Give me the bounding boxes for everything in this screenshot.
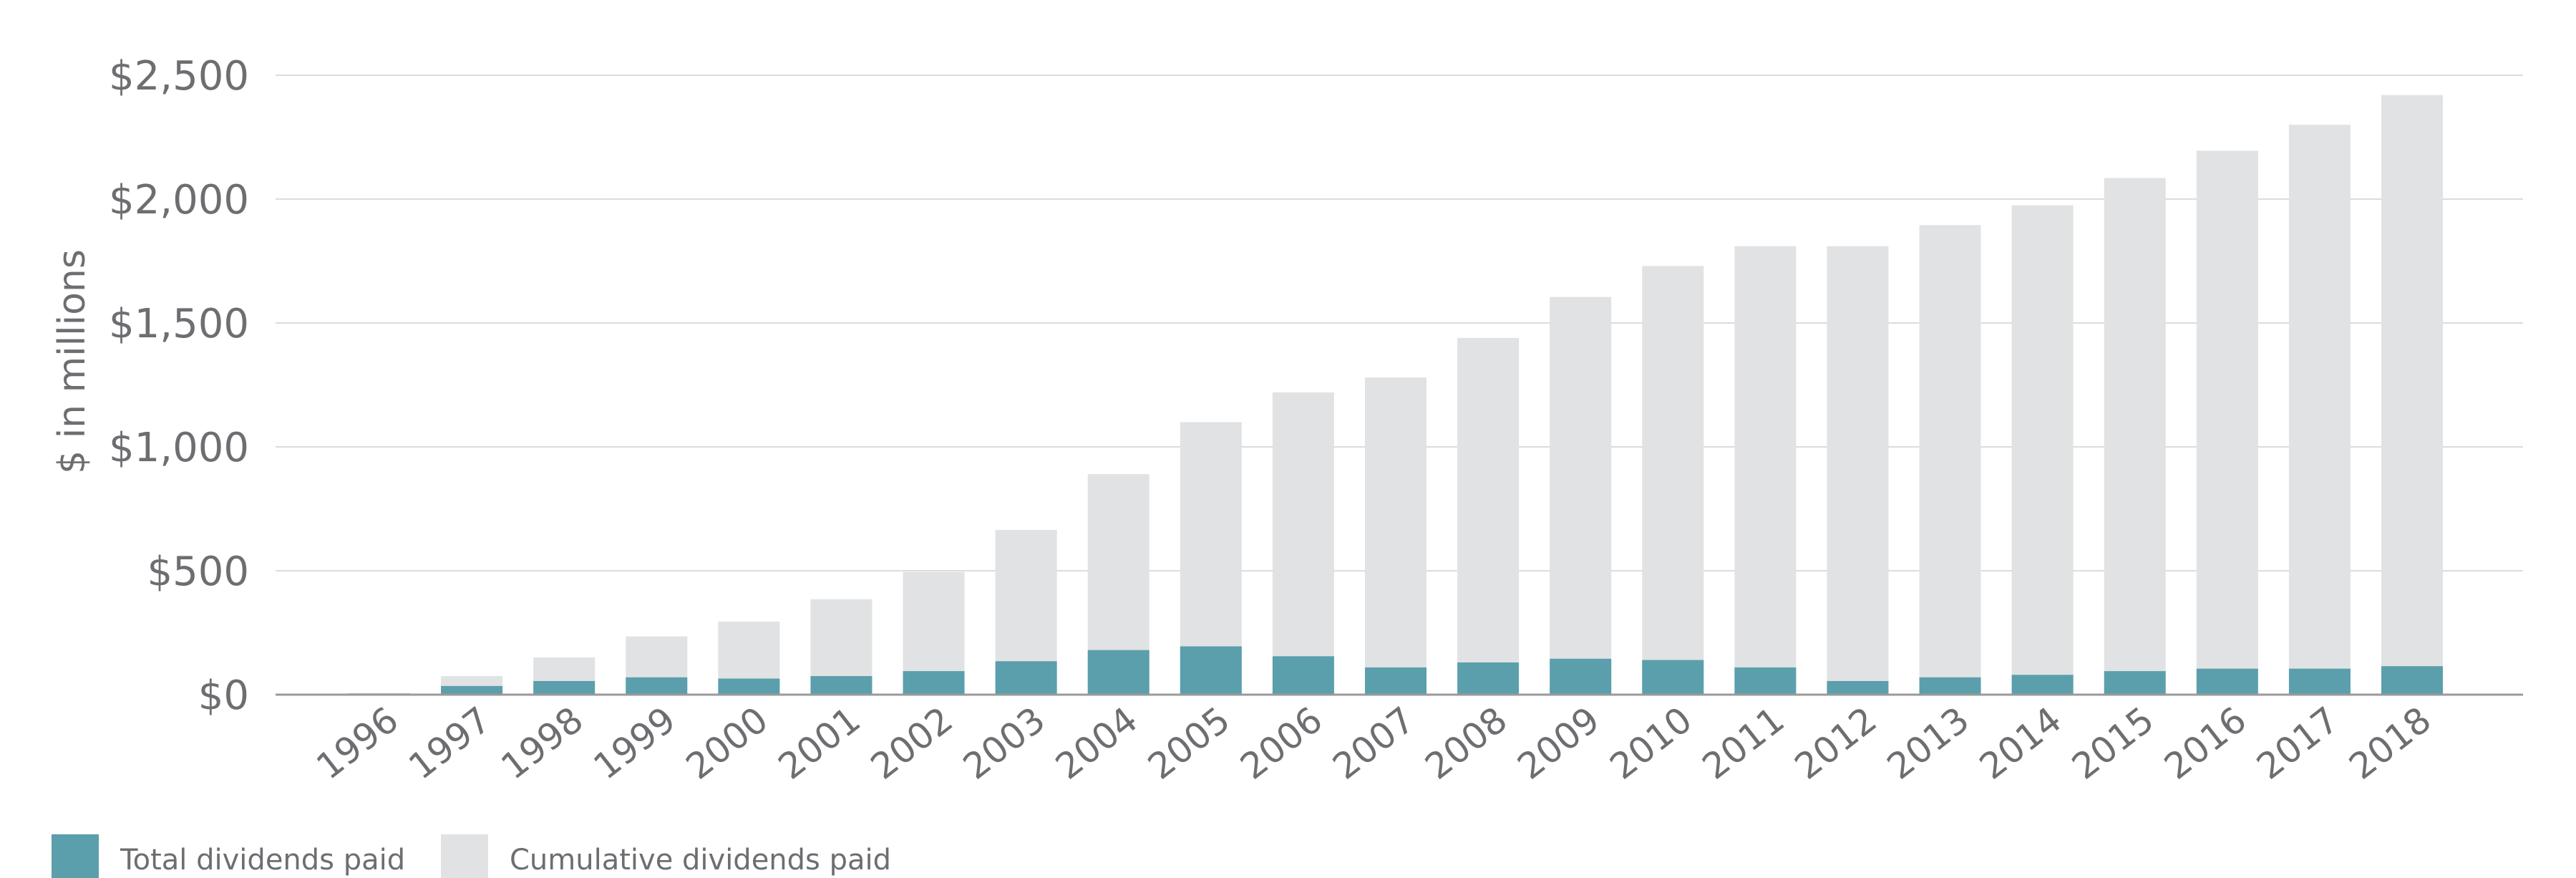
bar-total-2000 [718, 678, 780, 695]
x-tick-label: 1998 [494, 699, 591, 788]
x-tick-label: 2017 [2249, 699, 2346, 788]
x-tick-label: 2015 [2064, 699, 2162, 788]
bar-total-2013 [1919, 677, 1981, 695]
bars [349, 95, 2443, 695]
x-tick-label: 2000 [679, 699, 776, 788]
x-tick-label: 2013 [1880, 699, 1977, 788]
legend: Total dividends paid Cumulative dividends… [52, 834, 891, 878]
bar-total-2010 [1642, 660, 1704, 695]
bar-cumulative-2013 [1919, 225, 1981, 695]
x-tick-label: 2005 [1140, 699, 1238, 788]
legend-label: Total dividends paid [120, 844, 405, 877]
bar-total-2004 [1087, 650, 1150, 695]
x-tick-label: 2018 [2341, 699, 2439, 788]
bar-total-1999 [626, 677, 688, 695]
bar-total-2007 [1365, 667, 1426, 695]
bar-total-2017 [2288, 668, 2351, 695]
x-tick-label: 2010 [1603, 699, 1700, 788]
x-tick-label: 2012 [1787, 699, 1885, 788]
x-tick-label: 2006 [1233, 699, 1330, 788]
bar-total-2002 [903, 671, 965, 695]
bar-cumulative-2006 [1272, 392, 1334, 695]
bar-cumulative-2015 [2104, 178, 2166, 695]
bar-total-2001 [810, 676, 873, 695]
bar-total-2003 [995, 661, 1057, 695]
legend-swatch [52, 834, 99, 878]
y-axis-title: $ in millions [51, 249, 94, 474]
bar-total-1998 [533, 680, 596, 695]
bar-cumulative-2009 [1550, 296, 1612, 695]
x-tick-labels: 1996199719981999200020012002200320042005… [308, 699, 2439, 788]
x-tick-label: 1996 [308, 699, 406, 788]
bar-total-2006 [1272, 656, 1334, 695]
bar-cumulative-2011 [1734, 246, 1797, 695]
y-tick-label: $1,500 [109, 301, 249, 347]
x-tick-label: 2011 [1695, 699, 1792, 788]
bar-total-2008 [1457, 662, 1520, 695]
legend-swatch [441, 834, 488, 878]
y-tick-label: $2,000 [109, 177, 249, 223]
bar-cumulative-2014 [2011, 205, 2074, 695]
bar-cumulative-2008 [1457, 337, 1520, 695]
bar-cumulative-2018 [2381, 95, 2443, 695]
bar-total-2011 [1734, 667, 1797, 695]
x-tick-label: 1997 [401, 699, 498, 788]
y-tick-label: $1,000 [109, 425, 249, 471]
x-tick-label: 2003 [956, 699, 1053, 788]
bar-total-2005 [1180, 646, 1242, 695]
bar-cumulative-2010 [1642, 266, 1704, 695]
x-tick-label: 1999 [586, 699, 684, 788]
bar-total-2015 [2104, 671, 2166, 695]
bar-total-1997 [441, 685, 503, 695]
legend-label: Cumulative dividends paid [510, 844, 891, 877]
bar-total-2018 [2381, 666, 2443, 695]
x-tick-label: 2008 [1417, 699, 1515, 788]
x-tick-label: 2016 [2157, 699, 2254, 788]
bar-total-2016 [2196, 668, 2258, 695]
y-tick-labels: $0 $500 $1,000 $1,500 $2,000 $2,500 [109, 53, 249, 719]
x-tick-label: 2007 [1325, 699, 1422, 788]
bar-cumulative-2017 [2288, 125, 2351, 695]
x-tick-label: 2004 [1048, 699, 1145, 788]
bar-total-2012 [1827, 680, 1889, 695]
bar-cumulative-2016 [2196, 150, 2258, 695]
bar-cumulative-2007 [1365, 377, 1426, 695]
y-tick-label: $0 [198, 672, 249, 719]
x-tick-label: 2001 [771, 699, 868, 788]
bar-total-2009 [1550, 658, 1612, 695]
y-tick-label: $2,500 [109, 53, 249, 100]
x-tick-label: 2002 [863, 699, 961, 788]
bar-total-2014 [2011, 675, 2074, 695]
bar-cumulative-2012 [1827, 246, 1889, 695]
y-tick-label: $500 [147, 549, 249, 595]
x-tick-label: 2014 [1972, 699, 2069, 788]
x-tick-label: 2009 [1510, 699, 1608, 788]
